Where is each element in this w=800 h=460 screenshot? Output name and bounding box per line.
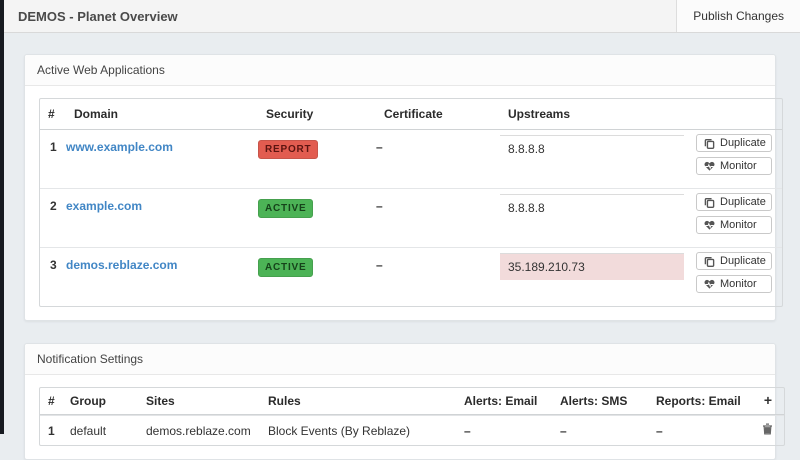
panel-title-active-web-applications: Active Web Applications	[25, 55, 775, 86]
table-row: 1 default demos.reblaze.com Block Events…	[40, 415, 784, 445]
duplicate-button-label: Duplicate	[720, 196, 766, 208]
duplicate-button-label: Duplicate	[720, 137, 766, 149]
delete-notification-group-button[interactable]	[762, 423, 773, 435]
status-badge: ACTIVE	[258, 258, 314, 277]
notification-settings-table: # Group Sites Rules Alerts: Email Alerts…	[39, 387, 785, 446]
column-header-alerts-email: Alerts: Email	[456, 388, 552, 415]
duplicate-button[interactable]: Duplicate	[696, 134, 772, 152]
row-index: 1	[50, 140, 57, 154]
column-header-upstreams: Upstreams	[500, 99, 696, 130]
upstream-value: 8.8.8.8	[500, 135, 684, 162]
table-row: 1 www.example.com REPORT – 8.8.8.8 Dupli…	[40, 130, 782, 188]
column-header-security: Security	[258, 99, 376, 130]
heartbeat-icon	[704, 279, 715, 289]
column-header-rules: Rules	[260, 388, 456, 415]
notification-settings-panel: Notification Settings # Group Sites Rule…	[24, 343, 785, 460]
rules-value: Block Events (By Reblaze)	[260, 415, 456, 445]
page-title: DEMOS - Planet Overview	[18, 8, 178, 24]
domain-link[interactable]: example.com	[66, 199, 143, 213]
panel-title-notification-settings: Notification Settings	[25, 344, 775, 375]
monitor-button-label: Monitor	[720, 219, 757, 231]
column-header-domain: Domain	[66, 99, 258, 130]
alerts-email-value: –	[464, 423, 471, 438]
status-badge: ACTIVE	[258, 199, 314, 218]
web-applications-table: # Domain Security Certificate Upstreams …	[39, 98, 783, 307]
domain-link[interactable]: demos.reblaze.com	[66, 258, 178, 272]
monitor-button[interactable]: Monitor	[696, 216, 772, 234]
column-header-index: #	[40, 388, 62, 415]
duplicate-button[interactable]: Duplicate	[696, 252, 772, 270]
duplicate-button[interactable]: Duplicate	[696, 193, 772, 211]
table-header-row: # Group Sites Rules Alerts: Email Alerts…	[40, 388, 784, 415]
row-index: 1	[40, 415, 62, 445]
collapsed-sidebar-strip	[0, 0, 4, 434]
publish-changes-button[interactable]: Publish Changes	[676, 0, 800, 32]
duplicate-icon	[704, 197, 715, 208]
top-header-bar: DEMOS - Planet Overview Publish Changes	[0, 0, 800, 33]
column-header-sites: Sites	[138, 388, 260, 415]
table-header-row: # Domain Security Certificate Upstreams	[40, 99, 782, 130]
table-row: 2 example.com ACTIVE – 8.8.8.8 Duplicate…	[40, 188, 782, 247]
column-header-alerts-sms: Alerts: SMS	[552, 388, 648, 415]
certificate-value: –	[376, 140, 383, 154]
certificate-value: –	[376, 199, 383, 213]
certificate-value: –	[376, 258, 383, 272]
monitor-button-label: Monitor	[720, 278, 757, 290]
active-web-applications-panel: Active Web Applications # Domain Securit…	[24, 54, 783, 321]
sites-value: demos.reblaze.com	[138, 415, 260, 445]
column-header-group: Group	[62, 388, 138, 415]
duplicate-button-label: Duplicate	[720, 255, 766, 267]
duplicate-icon	[704, 138, 715, 149]
trash-icon	[763, 423, 772, 435]
column-header-reports-email: Reports: Email	[648, 388, 754, 415]
column-header-index: #	[40, 99, 66, 130]
column-header-certificate: Certificate	[376, 99, 500, 130]
upstream-value-flagged: 35.189.210.73	[500, 253, 684, 280]
monitor-button[interactable]: Monitor	[696, 275, 772, 293]
reports-email-value: –	[656, 423, 663, 438]
heartbeat-icon	[704, 220, 715, 230]
upstream-value: 8.8.8.8	[500, 194, 684, 221]
row-index: 3	[40, 247, 66, 306]
monitor-button[interactable]: Monitor	[696, 157, 772, 175]
monitor-button-label: Monitor	[720, 160, 757, 172]
alerts-sms-value: –	[560, 423, 567, 438]
heartbeat-icon	[704, 161, 715, 171]
row-index: 2	[40, 188, 66, 247]
column-header-actions	[696, 99, 782, 130]
duplicate-icon	[704, 256, 715, 267]
table-row: 3 demos.reblaze.com ACTIVE – 35.189.210.…	[40, 247, 782, 306]
add-notification-group-button[interactable]: +	[763, 392, 772, 408]
group-value: default	[62, 415, 138, 445]
status-badge: REPORT	[258, 140, 319, 159]
domain-link[interactable]: www.example.com	[66, 140, 173, 154]
